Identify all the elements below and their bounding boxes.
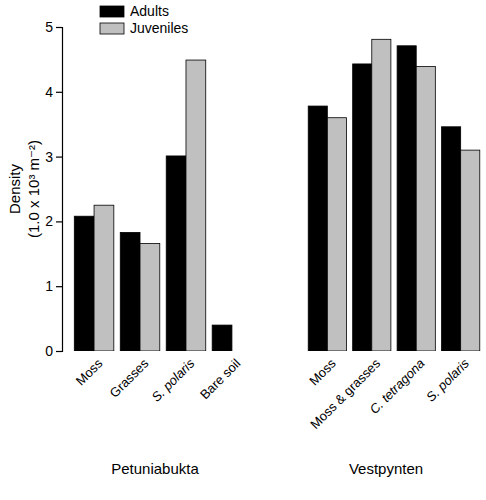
legend-swatch: [100, 6, 124, 17]
panel: MossMoss & grassesC. tetragonaS. polaris…: [306, 39, 480, 477]
tick: Grasses: [107, 355, 152, 400]
tick-label: Grasses: [107, 355, 152, 400]
bar: [353, 64, 372, 351]
tick-label: 5: [45, 19, 53, 35]
tick-label: Moss: [306, 355, 339, 388]
tick-mark: [56, 27, 62, 28]
legend-item: Juveniles: [100, 20, 188, 36]
bar: [74, 216, 94, 351]
panel-title: Petuniabukta: [111, 460, 199, 477]
legend-label: Adults: [130, 3, 169, 19]
tick: C. tetragona: [366, 356, 427, 417]
bars: [308, 39, 480, 351]
tick-mark: [56, 92, 62, 93]
tick-label: 0: [45, 343, 53, 359]
tick: 0: [45, 343, 62, 359]
panel-title: Vestpynten: [349, 460, 423, 477]
legend-swatch: [100, 23, 124, 34]
tick: 2: [45, 213, 62, 229]
bar: [140, 243, 160, 351]
bar: [166, 156, 186, 351]
tick: 1: [45, 278, 62, 294]
tick-label: 3: [45, 149, 53, 165]
tick-label: Moss & grasses: [307, 355, 383, 431]
bar: [120, 232, 140, 351]
bar: [212, 325, 232, 351]
tick-label: S. polaris: [148, 355, 197, 404]
tick: Moss: [306, 355, 339, 388]
tick-label: Bare soil: [197, 356, 243, 402]
tick: Moss & grasses: [307, 355, 383, 431]
legend-item: Adults: [100, 3, 169, 19]
axis-title: Density: [6, 163, 23, 214]
axis-title: (1.0 x 10³ m⁻²): [25, 140, 42, 238]
bar: [461, 150, 480, 351]
legend: AdultsJuveniles: [100, 3, 188, 36]
bar: [232, 351, 252, 352]
bar: [416, 67, 435, 351]
bar: [308, 106, 327, 351]
bar: [372, 39, 391, 351]
bar: [186, 60, 206, 351]
x-axis: MossGrassesS. polarisBare soil: [73, 355, 244, 404]
tick: S. polaris: [148, 355, 197, 404]
axis-line: [56, 28, 63, 352]
tick: Bare soil: [197, 356, 243, 402]
tick-label: 2: [45, 213, 53, 229]
tick-label: S. polaris: [423, 355, 472, 404]
tick: 3: [45, 149, 62, 165]
tick: S. polaris: [423, 355, 472, 404]
panel: 0 1 2 3 4 5 Density(1.0 x 10³ m⁻²) MossGrassesS…: [6, 19, 243, 477]
y-axis: 0 1 2 3 4 5: [45, 19, 62, 359]
tick: 4: [45, 84, 62, 100]
chart: 012345Density(1.0 x 10³ m⁻²)MossGrassesS…: [0, 0, 486, 500]
tick-label: C. tetragona: [366, 356, 427, 417]
tick-mark: [56, 286, 62, 287]
bar: [94, 205, 114, 351]
tick-mark: [56, 157, 62, 158]
tick-label: 1: [45, 278, 53, 294]
x-axis: MossMoss & grassesC. tetragonaS. polaris: [306, 355, 472, 431]
bar: [327, 118, 346, 351]
legend-label: Juveniles: [130, 20, 188, 36]
tick-mark: [56, 351, 62, 352]
bars: [74, 60, 232, 351]
tick-label: 4: [45, 84, 53, 100]
tick: 5: [45, 19, 62, 35]
bar: [397, 46, 416, 351]
tick: Moss: [73, 355, 106, 388]
tick-label: Moss: [73, 355, 106, 388]
tick-mark: [56, 221, 62, 222]
bar: [442, 127, 461, 351]
